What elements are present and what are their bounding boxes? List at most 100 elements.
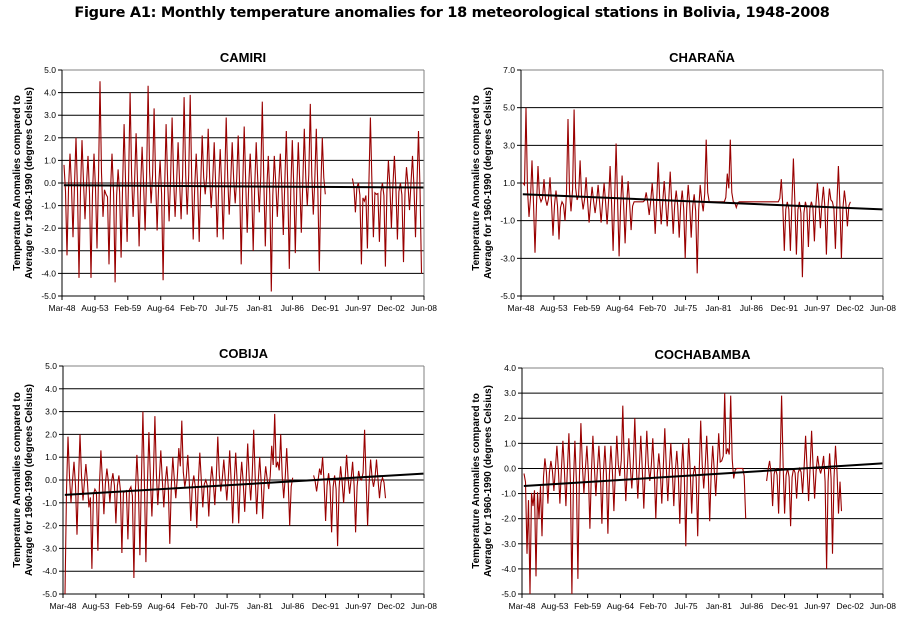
y-tick-label: 5.0 (44, 65, 56, 75)
y-tick-label: 4.0 (45, 384, 57, 394)
y-tick-label: -3.0 (501, 539, 516, 549)
trend-line (523, 462, 883, 488)
x-tick-label: Aug-64 (607, 601, 635, 611)
x-tick-label: Jul-86 (281, 303, 304, 313)
y-tick-label: -2.0 (42, 521, 57, 531)
y-tick-label: -5.0 (41, 291, 56, 301)
y-tick-label: 4.0 (504, 363, 516, 373)
x-tick-label: Jun-08 (870, 601, 896, 611)
x-tick-label: Dec-91 (312, 303, 340, 313)
chart-title: COBIJA (219, 346, 269, 361)
y-tick-label: -4.0 (42, 566, 57, 576)
y-tick-label: 3.0 (45, 407, 57, 417)
x-tick-label: Feb-70 (640, 601, 667, 611)
y-axis-label: Temperature Anomalies compared to (471, 393, 482, 569)
x-tick-label: Dec-91 (312, 601, 340, 611)
x-tick-label: Jun-97 (804, 601, 830, 611)
chart-title: CHARAÑA (669, 50, 735, 65)
y-tick-label: 1.0 (45, 452, 57, 462)
trend-line (63, 184, 424, 189)
x-tick-label: Dec-91 (771, 601, 799, 611)
y-tick-label: -4.0 (41, 268, 56, 278)
y-tick-label: -3.0 (42, 543, 57, 553)
x-tick-label: Jul-75 (215, 303, 238, 313)
x-tick-label: Aug-53 (541, 601, 569, 611)
x-tick-label: Feb-59 (114, 303, 141, 313)
x-tick-label: Aug-64 (147, 303, 175, 313)
x-tick-label: Feb-59 (573, 303, 600, 313)
x-tick-label: Dec-02 (377, 601, 405, 611)
y-tick-label: 2.0 (44, 133, 56, 143)
x-tick-label: Jun-97 (345, 303, 371, 313)
series-line-monthly-anomaly (522, 107, 851, 278)
y-axis-label: Average for 1960-1990 (degrees Celsius) (483, 87, 494, 279)
x-tick-label: Mar-48 (508, 303, 535, 313)
y-tick-label: -1.0 (41, 201, 56, 211)
x-tick-label: Dec-02 (836, 303, 864, 313)
chart-title: CAMIRI (220, 50, 266, 65)
y-tick-label: -5.0 (501, 589, 516, 599)
x-tick-label: Feb-59 (115, 601, 142, 611)
y-tick-label: 3.0 (504, 388, 516, 398)
y-axis-label: Temperature Anomalies compared to (12, 95, 23, 271)
x-tick-label: Aug-53 (82, 601, 110, 611)
x-tick-label: Aug-64 (606, 303, 634, 313)
x-tick-label: Jan-81 (246, 303, 272, 313)
y-tick-label: 3.0 (503, 140, 515, 150)
x-tick-label: Jun-97 (345, 601, 371, 611)
y-tick-label: 5.0 (503, 103, 515, 113)
x-tick-label: Feb-70 (639, 303, 666, 313)
y-tick-label: 4.0 (44, 88, 56, 98)
x-tick-label: Jul-86 (740, 601, 763, 611)
y-axis-label: Average for 1960-1990 (degrees Celsius) (24, 384, 35, 576)
y-tick-label: -1.0 (500, 216, 515, 226)
y-tick-label: -5.0 (500, 291, 515, 301)
x-tick-label: Feb-70 (180, 303, 207, 313)
chart-cochabamba: COCHABAMBA 4.0 3.0 2.0 1.0 0.0 -1.0 -2.0 -3.0 -4.… (471, 347, 896, 611)
x-tick-label: Jun-08 (411, 601, 437, 611)
y-tick-label: 1.0 (504, 438, 516, 448)
x-tick-label: Aug-64 (148, 601, 176, 611)
y-tick-label: 3.0 (44, 110, 56, 120)
x-tick-label: Jun-08 (411, 303, 437, 313)
x-tick-label: Mar-48 (50, 601, 77, 611)
x-tick-label: Dec-91 (771, 303, 799, 313)
trend-line (522, 193, 883, 211)
y-tick-label: -1.0 (501, 489, 516, 499)
y-tick-label: -2.0 (501, 514, 516, 524)
figure-title: Figure A1: Monthly temperature anomalies… (74, 5, 830, 21)
y-axis-label: Average for 1960-1990 (degrees Celsius) (483, 385, 494, 577)
y-tick-label: -1.0 (42, 498, 57, 508)
y-tick-label: 7.0 (503, 65, 515, 75)
y-tick-label: 0.0 (44, 178, 56, 188)
chart-camiri: CAMIRI 5.0 4.0 3.0 2.0 1.0 0.0 -1.0 -2.0 -3.0 -4.0… (12, 50, 437, 313)
x-tick-label: Aug-53 (540, 303, 568, 313)
x-tick-label: Dec-02 (836, 601, 864, 611)
x-tick-label: Jan-81 (705, 303, 731, 313)
x-tick-label: Jan-81 (706, 601, 732, 611)
y-axis-label: Temperature Anomalies compared to (12, 392, 23, 568)
y-tick-label: 2.0 (504, 413, 516, 423)
y-tick-label: 1.0 (44, 155, 56, 165)
x-tick-label: Jul-86 (281, 601, 304, 611)
y-tick-label: -3.0 (500, 253, 515, 263)
y-tick-label: -5.0 (42, 589, 57, 599)
x-tick-label: Jul-86 (740, 303, 763, 313)
x-tick-label: Feb-59 (574, 601, 601, 611)
y-tick-label: 1.0 (503, 178, 515, 188)
x-tick-label: Jul-75 (674, 303, 697, 313)
x-tick-label: Jul-75 (216, 601, 239, 611)
x-tick-label: Feb-70 (181, 601, 208, 611)
y-axis-label: Temperature Anomalies compared to (471, 95, 482, 271)
x-tick-label: Jul-75 (675, 601, 698, 611)
y-axis-label: Average for 1960-1990 (degrees Celsius) (24, 87, 35, 279)
y-tick-label: -2.0 (41, 223, 56, 233)
x-tick-label: Aug-53 (81, 303, 109, 313)
y-tick-label: -4.0 (501, 564, 516, 574)
y-tick-label: 0.0 (45, 475, 57, 485)
x-tick-label: Dec-02 (377, 303, 405, 313)
series-line-monthly-anomaly (523, 393, 843, 595)
x-tick-label: Mar-48 (509, 601, 536, 611)
trend-line (64, 472, 424, 496)
